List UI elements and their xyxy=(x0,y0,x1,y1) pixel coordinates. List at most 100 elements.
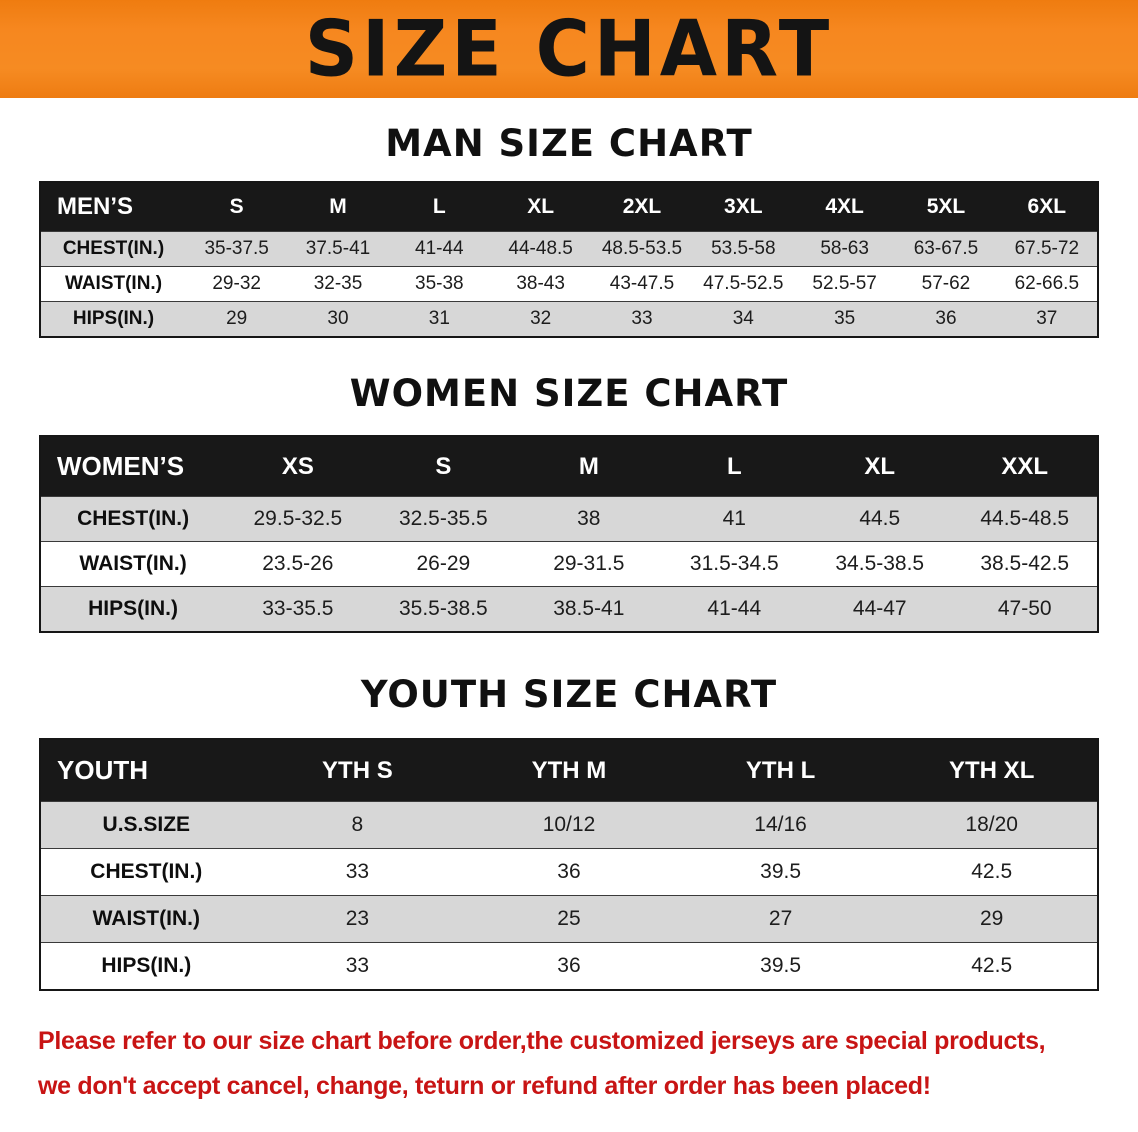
size-column-header: M xyxy=(516,436,662,497)
size-value-cell: 41-44 xyxy=(388,231,490,267)
size-value-cell: 62-66.5 xyxy=(996,266,1098,302)
size-value-cell: 33 xyxy=(591,301,693,337)
women-size-table: WOMEN’S XS S M L XL XXL CHEST(IN.) 29.5-32.5 32.5… xyxy=(39,435,1099,633)
size-value-cell: 33 xyxy=(251,848,464,896)
men-size-table: MEN’S S M L XL 2XL 3XL 4XL 5XL 6XL CHEST(IN.) 35-37… xyxy=(39,181,1099,338)
size-column-header: XXL xyxy=(952,436,1098,497)
banner-title: SIZE CHART xyxy=(304,3,834,95)
table-row: CHEST(IN.) 29.5-32.5 32.5-35.5 38 41 44.5 44.5… xyxy=(40,496,1098,542)
measurement-label-cell: WAIST(IN.) xyxy=(40,266,186,302)
size-value-cell: 29 xyxy=(886,895,1098,943)
size-value-cell: 32.5-35.5 xyxy=(370,496,517,542)
measurement-label-cell: U.S.SIZE xyxy=(40,801,252,849)
size-column-header: 3XL xyxy=(692,182,794,232)
size-chart-banner: SIZE CHART xyxy=(0,0,1138,98)
measurement-label-cell: WAIST(IN.) xyxy=(40,541,226,587)
size-column-header: XL xyxy=(489,182,592,232)
size-value-cell: 67.5-72 xyxy=(996,231,1098,267)
size-value-cell: 26-29 xyxy=(370,541,517,587)
table-row: CHEST(IN.) 35-37.5 37.5-41 41-44 44-48.5 48.5… xyxy=(40,231,1098,267)
table-title-cell: WOMEN’S xyxy=(40,436,226,497)
size-value-cell: 33 xyxy=(251,942,464,990)
size-value-cell: 36 xyxy=(463,942,675,990)
size-value-cell: 34.5-38.5 xyxy=(807,541,953,587)
measurement-label-cell: HIPS(IN.) xyxy=(40,586,226,632)
size-value-cell: 36 xyxy=(895,301,997,337)
table-row: U.S.SIZE 8 10/12 14/16 18/20 xyxy=(40,801,1098,849)
size-value-cell: 44-47 xyxy=(807,586,953,632)
size-column-header: M xyxy=(287,182,389,232)
table-header-row: MEN’S S M L XL 2XL 3XL 4XL 5XL 6XL xyxy=(40,182,1098,232)
table-title-cell: MEN’S xyxy=(40,182,186,232)
measurement-label-cell: CHEST(IN.) xyxy=(40,848,252,896)
size-value-cell: 42.5 xyxy=(886,942,1098,990)
size-value-cell: 10/12 xyxy=(463,801,675,849)
size-column-header: YTH M xyxy=(463,739,675,802)
size-value-cell: 47.5-52.5 xyxy=(692,266,794,302)
table-row: HIPS(IN.) 33 36 39.5 42.5 xyxy=(40,942,1098,990)
size-value-cell: 48.5-53.5 xyxy=(591,231,693,267)
size-column-header: YTH L xyxy=(674,739,887,802)
size-value-cell: 44-48.5 xyxy=(489,231,592,267)
size-value-cell: 37.5-41 xyxy=(287,231,389,267)
size-value-cell: 30 xyxy=(287,301,389,337)
size-column-header: 5XL xyxy=(895,182,997,232)
size-value-cell: 41 xyxy=(661,496,808,542)
order-disclaimer: Please refer to our size chart before or… xyxy=(38,1019,1138,1109)
size-value-cell: 44.5-48.5 xyxy=(952,496,1098,542)
size-value-cell: 38-43 xyxy=(489,266,592,302)
size-value-cell: 35.5-38.5 xyxy=(370,586,517,632)
size-column-header: 2XL xyxy=(591,182,693,232)
disclaimer-line-1: Please refer to our size chart before or… xyxy=(38,1027,1046,1055)
size-value-cell: 27 xyxy=(674,895,887,943)
size-column-header: 6XL xyxy=(996,182,1098,232)
size-value-cell: 39.5 xyxy=(674,942,887,990)
youth-size-table: YOUTH YTH S YTH M YTH L YTH XL U.S.SIZE 8 10/12… xyxy=(39,738,1099,991)
size-value-cell: 37 xyxy=(996,301,1098,337)
disclaimer-line-2: we don't accept cancel, change, teturn o… xyxy=(38,1072,931,1100)
size-column-header: YTH XL xyxy=(886,739,1098,802)
men-size-section: MAN SIZE CHART MEN’S S M L XL 2XL 3XL 4XL 5XL 6XL… xyxy=(0,122,1138,338)
size-value-cell: 31.5-34.5 xyxy=(661,541,808,587)
size-value-cell: 57-62 xyxy=(895,266,997,302)
size-value-cell: 38.5-41 xyxy=(516,586,662,632)
table-row: HIPS(IN.) 33-35.5 35.5-38.5 38.5-41 41-44 44-… xyxy=(40,586,1098,632)
size-value-cell: 63-67.5 xyxy=(895,231,997,267)
measurement-label-cell: CHEST(IN.) xyxy=(40,231,186,267)
size-value-cell: 44.5 xyxy=(807,496,953,542)
size-value-cell: 53.5-58 xyxy=(692,231,794,267)
size-value-cell: 8 xyxy=(251,801,464,849)
size-value-cell: 25 xyxy=(463,895,675,943)
size-value-cell: 41-44 xyxy=(661,586,808,632)
table-header-row: YOUTH YTH S YTH M YTH L YTH XL xyxy=(40,739,1098,802)
size-value-cell: 34 xyxy=(692,301,794,337)
size-column-header: XS xyxy=(225,436,371,497)
size-column-header: 4XL xyxy=(793,182,896,232)
size-value-cell: 35-38 xyxy=(388,266,490,302)
table-row: WAIST(IN.) 23 25 27 29 xyxy=(40,895,1098,943)
size-value-cell: 32 xyxy=(489,301,592,337)
men-section-heading: MAN SIZE CHART xyxy=(385,122,753,165)
measurement-label-cell: CHEST(IN.) xyxy=(40,496,226,542)
table-title-cell: YOUTH xyxy=(40,739,252,802)
youth-size-section: YOUTH SIZE CHART YOUTH YTH S YTH M YTH L YTH… xyxy=(0,673,1138,991)
women-section-heading: WOMEN SIZE CHART xyxy=(349,372,789,415)
size-value-cell: 47-50 xyxy=(952,586,1098,632)
measurement-label-cell: WAIST(IN.) xyxy=(40,895,252,943)
size-value-cell: 39.5 xyxy=(674,848,887,896)
size-value-cell: 31 xyxy=(388,301,490,337)
size-value-cell: 52.5-57 xyxy=(793,266,896,302)
size-column-header: L xyxy=(388,182,490,232)
size-value-cell: 36 xyxy=(463,848,675,896)
table-header-row: WOMEN’S XS S M L XL XXL xyxy=(40,436,1098,497)
women-size-section: WOMEN SIZE CHART WOMEN’S XS S M L XL XXL CHEST(… xyxy=(0,372,1138,633)
youth-section-heading: YOUTH SIZE CHART xyxy=(360,673,778,716)
size-value-cell: 29.5-32.5 xyxy=(225,496,371,542)
size-value-cell: 29 xyxy=(186,301,288,337)
size-value-cell: 29-31.5 xyxy=(516,541,662,587)
size-value-cell: 35-37.5 xyxy=(186,231,288,267)
size-value-cell: 42.5 xyxy=(886,848,1098,896)
size-charts-main: MAN SIZE CHART MEN’S S M L XL 2XL 3XL 4XL 5XL 6XL… xyxy=(0,122,1138,991)
size-value-cell: 58-63 xyxy=(793,231,896,267)
size-value-cell: 23.5-26 xyxy=(225,541,371,587)
